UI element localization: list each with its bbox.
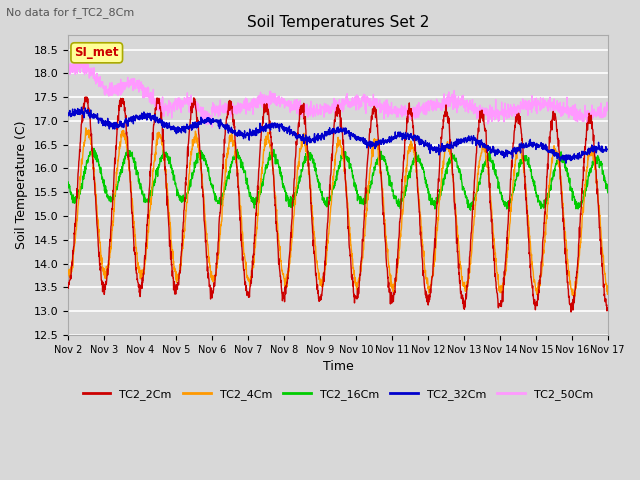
- Text: SI_met: SI_met: [74, 46, 119, 60]
- X-axis label: Time: Time: [323, 360, 353, 373]
- Text: No data for f_TC2_8Cm: No data for f_TC2_8Cm: [6, 7, 134, 18]
- Legend: TC2_2Cm, TC2_4Cm, TC2_16Cm, TC2_32Cm, TC2_50Cm: TC2_2Cm, TC2_4Cm, TC2_16Cm, TC2_32Cm, TC…: [78, 384, 598, 404]
- Title: Soil Temperatures Set 2: Soil Temperatures Set 2: [246, 15, 429, 30]
- Y-axis label: Soil Temperature (C): Soil Temperature (C): [15, 121, 28, 250]
